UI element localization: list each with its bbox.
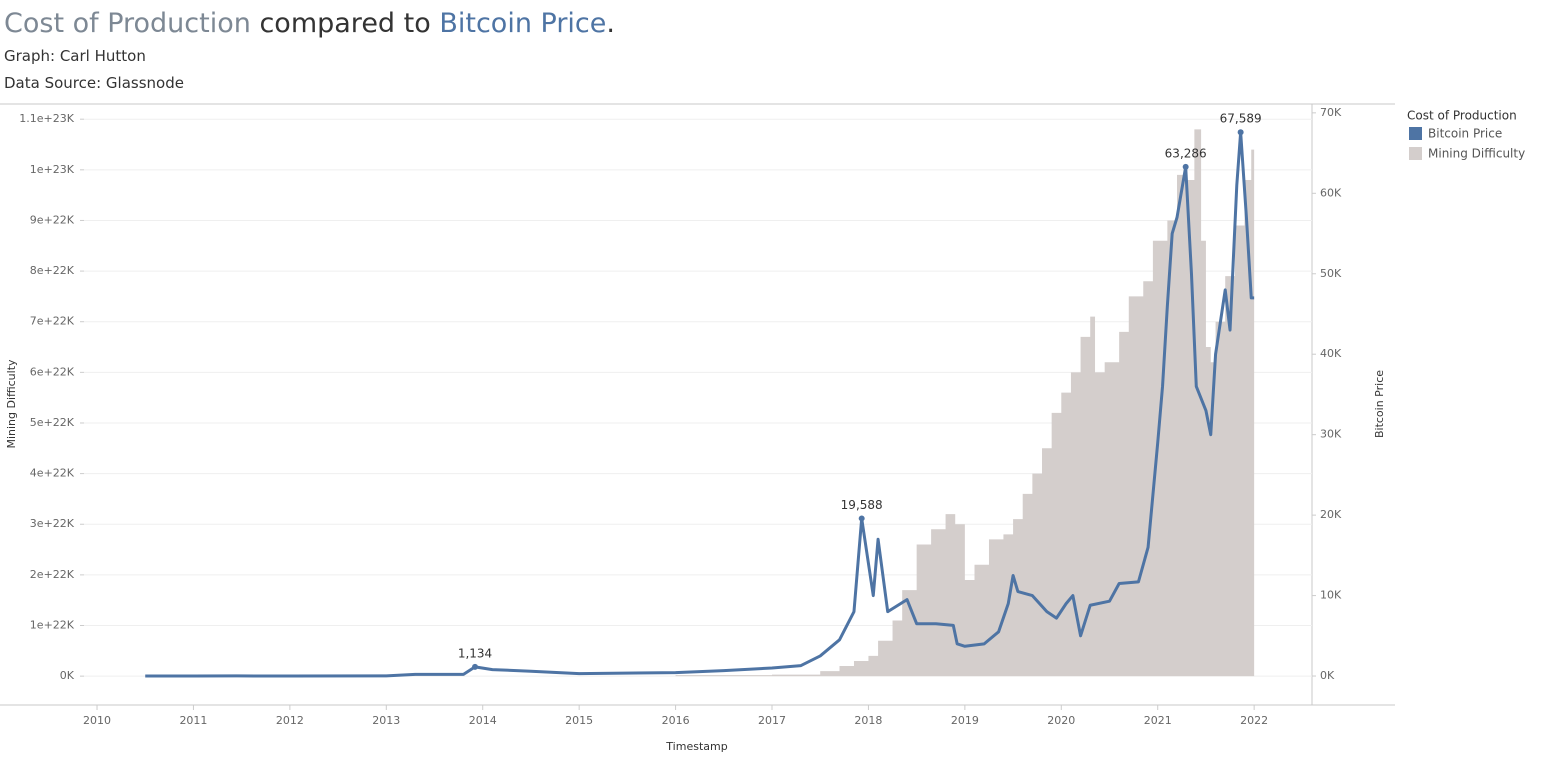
y-tick-label: 4e+22K [30,467,75,480]
y-tick-label: 8e+22K [30,264,75,277]
y2-tick-label: 30K [1320,428,1342,441]
annotation-dot [1237,129,1244,136]
y2-tick-label: 0K [1320,669,1335,682]
legend-title: Cost of Production [1407,109,1517,123]
y-tick-label: 5e+22K [30,416,75,429]
y2-tick-label: 70K [1320,106,1342,119]
subtitle: Data Source: Glassnode [4,74,184,92]
difficulty-area [145,129,1255,677]
x-tick-label: 2018 [854,714,882,727]
annotation-label: 1,134 [458,646,492,660]
annotation-label: 19,588 [841,498,883,512]
x-tick-label: 2017 [758,714,786,727]
y-tick-label: 6e+22K [30,365,75,378]
y-tick-label: 1e+22K [30,619,75,632]
y-tick-label: 7e+22K [30,315,75,328]
x-tick-label: 2011 [179,714,207,727]
y2-tick-label: 40K [1320,347,1342,360]
title-part: . [606,8,615,39]
y-tick-label: 1.1e+23K [19,112,74,125]
legend-label: Mining Difficulty [1428,147,1525,161]
x-tick-label: 2022 [1240,714,1268,727]
x-tick-label: 2013 [372,714,400,727]
y2-tick-label: 10K [1320,589,1342,602]
y2-tick-label: 50K [1320,267,1342,280]
title-part: Bitcoin Price [439,8,607,39]
y-tick-label: 9e+22K [30,213,75,226]
x-tick-label: 2016 [662,714,690,727]
legend-swatch [1409,147,1422,160]
x-tick-label: 2021 [1144,714,1172,727]
title-part: compared to [250,8,440,39]
annotation-label: 63,286 [1165,146,1207,160]
y-tick-label: 1e+23K [30,163,75,176]
title: Cost of Production compared to Bitcoin P… [4,8,615,39]
legend-swatch [1409,127,1422,140]
y-axis-label: Mining Difficulty [5,359,18,449]
annotation-label: 67,589 [1220,112,1262,126]
x-tick-label: 2012 [276,714,304,727]
x-tick-label: 2020 [1047,714,1075,727]
annotation-dot [472,663,479,670]
y2-tick-label: 20K [1320,508,1342,521]
x-tick-label: 2010 [83,714,111,727]
legend-label: Bitcoin Price [1428,127,1502,141]
x-tick-label: 2019 [951,714,979,727]
subtitle: Graph: Carl Hutton [4,47,146,65]
title-part: Cost of Production [4,8,251,39]
y-tick-label: 2e+22K [30,568,75,581]
price-line [145,130,1255,678]
y-tick-label: 3e+22K [30,517,75,530]
x-tick-label: 2014 [469,714,497,727]
annotation-dot [858,515,865,522]
y2-tick-label: 60K [1320,186,1342,199]
y-tick-label: 0K [60,669,75,682]
y2-axis-label: Bitcoin Price [1373,370,1386,438]
x-tick-label: 2015 [565,714,593,727]
annotation-dot [1182,163,1189,170]
x-axis-label: Timestamp [665,740,727,753]
